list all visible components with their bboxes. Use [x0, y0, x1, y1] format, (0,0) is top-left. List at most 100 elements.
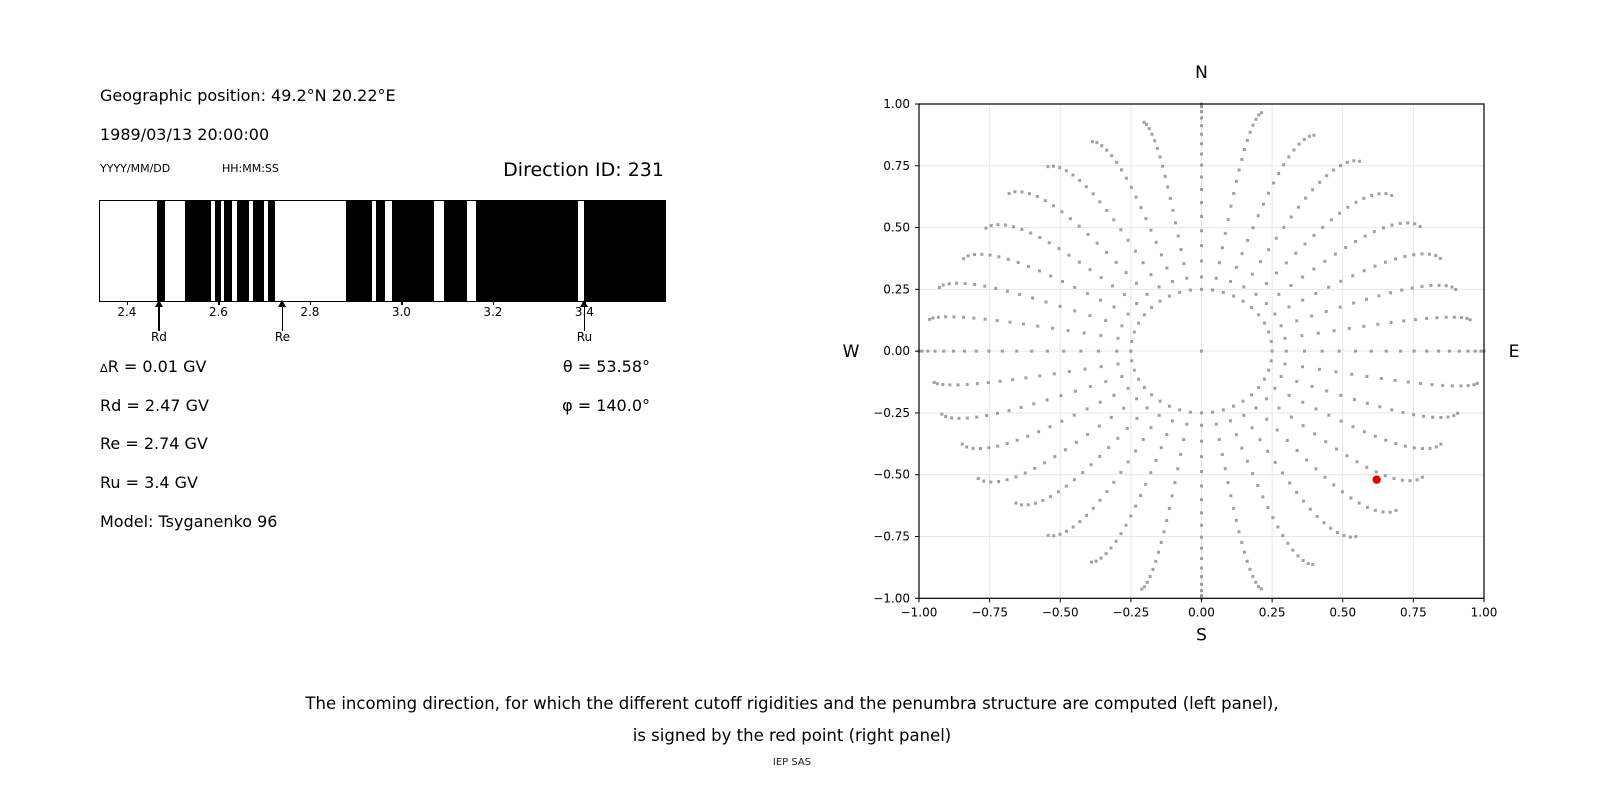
- direction-dot: [1149, 228, 1153, 232]
- direction-dot: [1053, 455, 1057, 459]
- direction-dot: [1105, 209, 1109, 213]
- direction-dot: [1292, 148, 1296, 152]
- direction-dot: [1420, 284, 1424, 288]
- direction-dot: [1228, 279, 1232, 283]
- direction-dot: [1406, 221, 1410, 225]
- direction-dot: [1134, 449, 1138, 453]
- direction-dot: [1465, 316, 1469, 320]
- direction-dot: [1234, 518, 1238, 522]
- direction-dot: [1287, 155, 1291, 159]
- direction-dot: [1091, 506, 1095, 510]
- direction-dot: [1122, 406, 1126, 410]
- direction-dot: [1257, 385, 1261, 389]
- direction-dot: [1134, 504, 1138, 508]
- direction-dot: [1027, 192, 1031, 196]
- direction-dot: [1427, 252, 1431, 256]
- direction-dot: [1019, 405, 1023, 409]
- direction-dot: [1420, 252, 1424, 256]
- direction-dot: [1234, 433, 1238, 437]
- direction-dot: [1088, 314, 1092, 318]
- direction-dot: [1027, 264, 1031, 268]
- direction-dot: [1435, 316, 1439, 320]
- direction-dot: [1217, 438, 1221, 442]
- caption-line-1: The incoming direction, for which the di…: [305, 694, 1279, 713]
- direction-dot: [1081, 471, 1085, 475]
- direction-dot: [1377, 294, 1381, 298]
- direction-dot: [1200, 589, 1203, 593]
- penumbra-forbidden-band: [376, 201, 385, 301]
- direction-dot: [1130, 339, 1134, 343]
- direction-dot: [1232, 506, 1236, 510]
- direction-dot: [1267, 248, 1271, 252]
- direction-dot: [1221, 290, 1225, 294]
- direction-dot: [1104, 380, 1108, 384]
- direction-dot: [1378, 405, 1382, 409]
- direction-dot: [1105, 251, 1109, 255]
- direction-dot: [1100, 144, 1104, 148]
- direction-dot: [1200, 175, 1203, 179]
- direction-dot: [1099, 556, 1103, 560]
- direction-dot: [1408, 479, 1412, 483]
- direction-dot: [1173, 481, 1177, 485]
- direction-dot: [962, 349, 966, 353]
- direction-dot: [1246, 238, 1250, 242]
- direction-dot: [1217, 261, 1221, 265]
- direction-dot: [1159, 540, 1163, 544]
- direction-dot: [1438, 256, 1442, 260]
- direction-dot: [1261, 495, 1265, 499]
- direction-dot: [1333, 252, 1337, 256]
- direction-dot: [1147, 127, 1151, 131]
- direction-dot: [1078, 520, 1082, 524]
- direction-dot: [1176, 234, 1180, 238]
- direction-dot: [947, 282, 951, 286]
- direction-dot: [1157, 285, 1161, 289]
- x-tick-label: −1.00: [901, 605, 938, 619]
- direction-dot: [1232, 404, 1236, 408]
- direction-dot: [1200, 201, 1203, 205]
- direction-dot: [1116, 436, 1120, 440]
- direction-dot: [1240, 252, 1244, 256]
- direction-dot: [1275, 271, 1279, 275]
- direction-dot: [1270, 349, 1274, 353]
- direction-dot: [1329, 218, 1333, 222]
- direction-dot: [1047, 241, 1051, 245]
- direction-dot: [1112, 218, 1116, 222]
- arrow-shaft: [583, 306, 585, 331]
- direction-dot: [1120, 168, 1124, 172]
- x-tick-label: 0.25: [1259, 605, 1286, 619]
- direction-dot: [984, 226, 988, 230]
- penumbra-forbidden-band: [268, 201, 276, 301]
- direction-dot: [1355, 460, 1359, 464]
- direction-dot: [1167, 404, 1171, 408]
- direction-dot: [1097, 424, 1101, 428]
- direction-dot: [1133, 249, 1137, 253]
- direction-dot: [1406, 380, 1410, 384]
- direction-dot: [1038, 374, 1042, 378]
- direction-dot: [1240, 157, 1244, 161]
- direction-dot: [1434, 445, 1438, 449]
- direction-dot: [1389, 320, 1393, 324]
- direction-dot: [1303, 242, 1307, 246]
- direction-dot: [1439, 442, 1443, 446]
- direction-dot: [1441, 383, 1445, 387]
- direction-dot: [1262, 321, 1266, 325]
- direction-dot: [1324, 440, 1328, 444]
- direction-dot: [1134, 281, 1138, 285]
- direction-dot: [1363, 234, 1367, 238]
- direction-dot: [926, 349, 930, 353]
- direction-dot: [1226, 217, 1230, 221]
- direction-dot: [1277, 171, 1281, 175]
- direction-dot: [1129, 514, 1133, 518]
- direction-dot: [1132, 368, 1136, 372]
- direction-dot: [1413, 222, 1417, 226]
- direction-dot: [1200, 557, 1203, 561]
- arrow-shaft: [281, 306, 284, 331]
- direction-dot: [1141, 261, 1145, 265]
- barcode-tick-label: 2.8: [300, 305, 320, 319]
- direction-dot: [1271, 516, 1275, 520]
- direction-dot: [1126, 238, 1130, 242]
- direction-dot: [1354, 349, 1358, 353]
- direction-dot: [1315, 514, 1319, 518]
- gray-dot-field: [917, 102, 1486, 600]
- direction-dot: [1229, 494, 1233, 498]
